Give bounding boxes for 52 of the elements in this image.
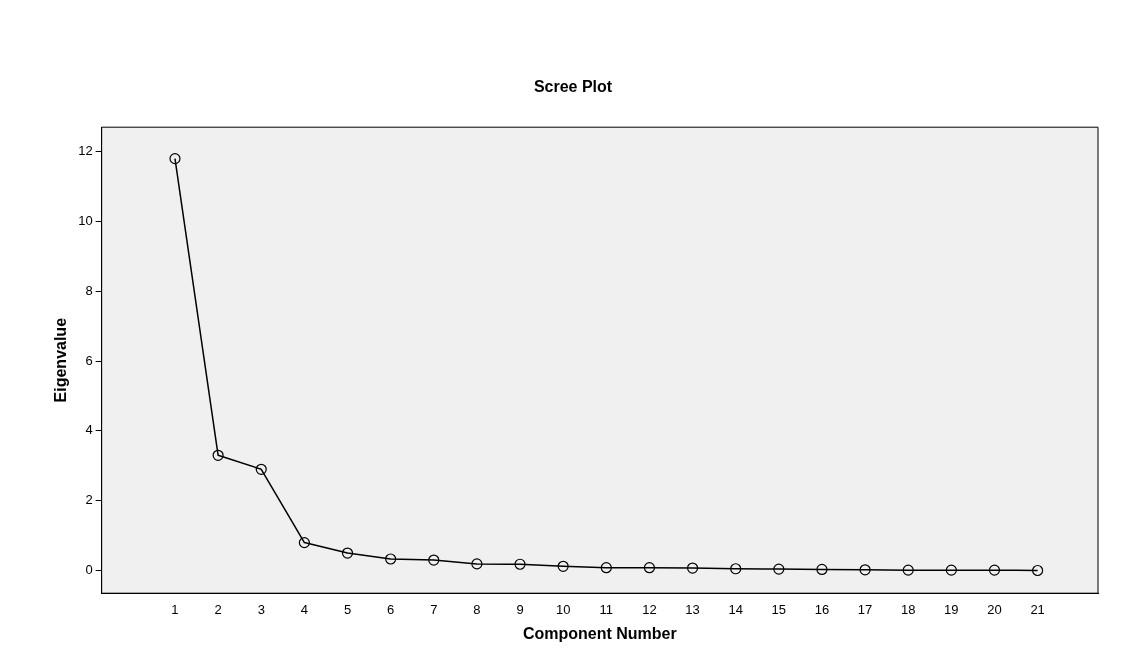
x-tick-label: 14 [728, 601, 743, 617]
x-tick-label: 21 [1030, 601, 1045, 617]
x-tick-label: 20 [987, 601, 1002, 617]
point [816, 563, 828, 576]
point [643, 562, 656, 574]
chart-title: Scree Plot [533, 78, 613, 96]
y-tick-label: 6 [85, 352, 93, 368]
x-axis-title: Component Number [522, 624, 677, 642]
x-tick-label: 3 [257, 601, 265, 617]
point [169, 153, 181, 165]
y-tick-label: 10 [78, 213, 93, 229]
x-tick-label: 4 [300, 601, 308, 617]
point [298, 536, 310, 549]
y-tick-label: 0 [85, 562, 93, 578]
x-tick-label: 7 [430, 601, 438, 617]
y-tick-label: 12 [78, 143, 93, 159]
x-tick-label: 13 [685, 601, 700, 617]
point [471, 558, 483, 570]
x-tick-label: 1 [171, 601, 179, 617]
point [600, 562, 612, 574]
point [902, 564, 914, 576]
point [988, 564, 1001, 576]
point [686, 562, 699, 574]
point [428, 554, 440, 566]
x-tick-label: 6 [387, 601, 395, 617]
y-tick-label: 8 [85, 282, 93, 298]
point [385, 553, 397, 565]
point [514, 558, 526, 570]
x-tick-label: 15 [771, 601, 787, 617]
point [557, 560, 569, 572]
x-tick-label: 17 [857, 601, 873, 617]
point [859, 564, 871, 576]
x-tick-label: 18 [900, 601, 916, 617]
point [773, 563, 785, 575]
point [341, 547, 354, 559]
x-tick-label: 8 [473, 601, 481, 617]
point [255, 463, 267, 475]
x-tick-label: 16 [814, 601, 830, 617]
x-tick-label: 2 [214, 601, 222, 617]
x-tick-label: 11 [599, 601, 614, 617]
x-tick-label: 12 [642, 601, 657, 617]
y-tick-label: 4 [85, 422, 93, 438]
y-axis-title: Eigenvalue [52, 317, 70, 403]
y-tick-label: 2 [85, 492, 93, 508]
x-tick-label: 5 [343, 601, 352, 617]
point [1032, 564, 1044, 577]
x-tick-label: 19 [944, 601, 959, 617]
x-tick-label: 9 [516, 601, 524, 617]
x-tick-label: 10 [555, 601, 571, 617]
point [730, 563, 742, 575]
point [212, 449, 224, 461]
point [945, 564, 957, 576]
